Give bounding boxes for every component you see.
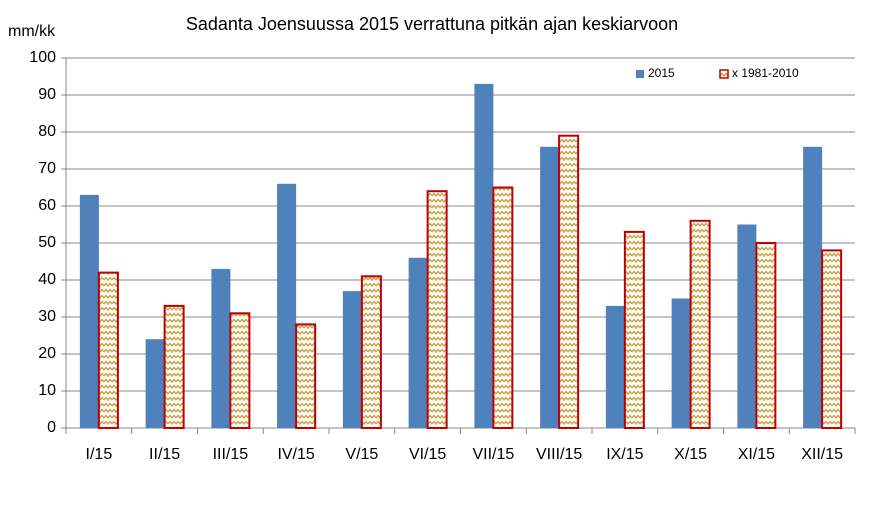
bar bbox=[737, 224, 757, 428]
bar bbox=[689, 219, 711, 429]
x-tick-label: V/15 bbox=[345, 446, 378, 463]
x-tick-label: X/15 bbox=[674, 446, 707, 463]
x-tick-label: III/15 bbox=[213, 446, 249, 463]
bar bbox=[492, 186, 514, 429]
x-tick-label: IX/15 bbox=[606, 446, 643, 463]
bar bbox=[803, 146, 823, 429]
x-tick-label: VI/15 bbox=[409, 446, 446, 463]
legend-label: 2015 bbox=[648, 66, 675, 80]
y-tick-label: 70 bbox=[38, 160, 56, 177]
y-tick-label: 10 bbox=[38, 382, 56, 399]
x-tick-label: II/15 bbox=[149, 446, 180, 463]
y-axis-label: mm/kk bbox=[8, 23, 56, 40]
bar bbox=[229, 312, 251, 429]
y-tick-label: 50 bbox=[38, 234, 56, 251]
bar bbox=[558, 134, 580, 429]
legend-swatch bbox=[719, 69, 729, 79]
bar bbox=[540, 146, 560, 429]
bar bbox=[426, 190, 448, 429]
bar bbox=[474, 83, 494, 429]
x-tick-label: I/15 bbox=[86, 446, 113, 463]
bar bbox=[342, 291, 362, 428]
bar bbox=[605, 305, 625, 428]
bar bbox=[623, 230, 645, 429]
y-tick-label: 80 bbox=[38, 123, 56, 140]
bar bbox=[408, 257, 428, 428]
legend-swatch bbox=[636, 70, 644, 78]
x-tick-label: VII/15 bbox=[472, 446, 514, 463]
bar bbox=[79, 194, 99, 428]
bar bbox=[277, 183, 297, 428]
y-tick-label: 100 bbox=[29, 49, 56, 66]
bar bbox=[755, 242, 777, 429]
bar bbox=[211, 268, 231, 428]
bar bbox=[163, 304, 185, 429]
legend-label: x 1981-2010 bbox=[732, 66, 799, 80]
x-tick-label: IV/15 bbox=[277, 446, 314, 463]
x-tick-label: XII/15 bbox=[801, 446, 843, 463]
x-tick-label: XI/15 bbox=[738, 446, 775, 463]
y-tick-label: 30 bbox=[38, 308, 56, 325]
bar bbox=[145, 339, 165, 428]
y-tick-label: 90 bbox=[38, 86, 56, 103]
y-tick-label: 20 bbox=[38, 345, 56, 362]
chart-title: Sadanta Joensuussa 2015 verrattuna pitkä… bbox=[186, 14, 678, 34]
y-tick-label: 60 bbox=[38, 197, 56, 214]
y-tick-label: 40 bbox=[38, 271, 56, 288]
x-tick-label: VIII/15 bbox=[536, 446, 582, 463]
y-tick-label: 0 bbox=[47, 419, 56, 436]
bar bbox=[295, 323, 317, 429]
bar bbox=[97, 271, 119, 429]
bar bbox=[360, 275, 382, 429]
bar bbox=[821, 249, 843, 429]
bar bbox=[671, 298, 691, 428]
